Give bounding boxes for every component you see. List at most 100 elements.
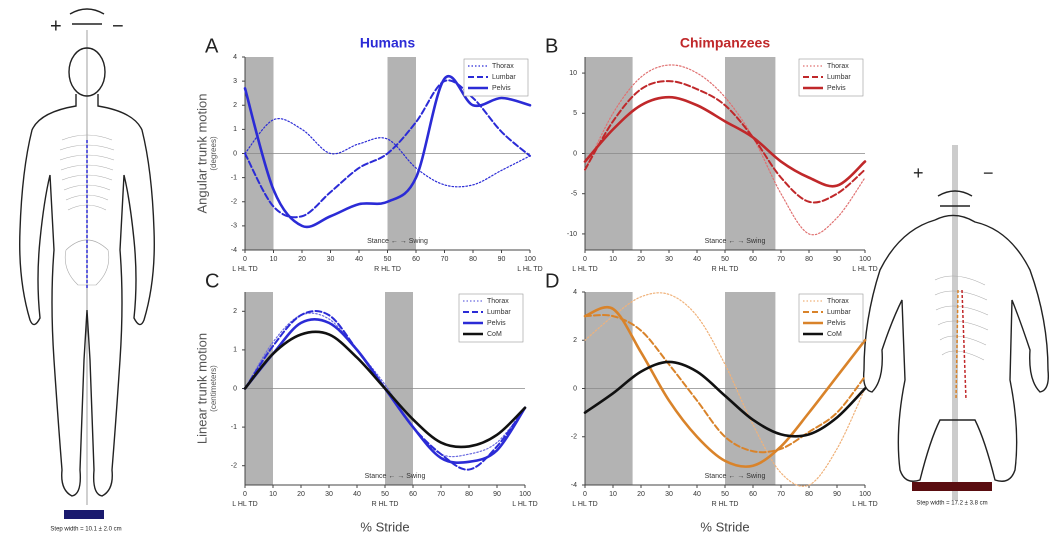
- chimp-illustration: [862, 145, 1050, 500]
- y-tick-label: -2: [571, 434, 577, 441]
- series-line: [243, 74, 532, 229]
- x-tick-label: 0: [243, 491, 247, 498]
- event-label: R HL TD: [712, 501, 739, 508]
- y-axis-title: (centimeters): [209, 365, 218, 412]
- legend-label: Lumbar: [487, 309, 511, 316]
- panel-label: A: [205, 35, 219, 57]
- event-label: L HL TD: [232, 266, 257, 273]
- y-axis-title: Angular trunk motion: [194, 94, 209, 214]
- series-line: [244, 118, 531, 188]
- y-axis-title: (degrees): [209, 136, 218, 171]
- y-tick-label: -4: [231, 247, 237, 254]
- y-axis-title: Linear trunk motion: [194, 333, 209, 444]
- legend-label: Pelvis: [487, 320, 506, 327]
- series-line: [243, 330, 527, 449]
- y-tick-label: 10: [569, 70, 577, 77]
- x-tick-label: 50: [721, 491, 729, 498]
- series-line: [584, 64, 866, 236]
- y-tick-label: 2: [573, 337, 577, 344]
- plus-sign: +: [50, 15, 62, 37]
- x-tick-label: 100: [859, 256, 871, 263]
- y-tick-label: -3: [231, 223, 237, 230]
- human-illustration: [19, 8, 155, 519]
- x-tick-label: 50: [384, 256, 392, 263]
- x-tick-label: 90: [833, 256, 841, 263]
- x-axis-title: % Stride: [700, 519, 749, 534]
- y-tick-label: 3: [233, 78, 237, 85]
- x-tick-label: 80: [805, 491, 813, 498]
- x-tick-label: 90: [833, 491, 841, 498]
- annotation: Stance ← → Swing: [705, 473, 766, 480]
- y-tick-label: 0: [573, 385, 577, 392]
- x-tick-label: 30: [325, 491, 333, 498]
- x-tick-label: 0: [243, 256, 247, 263]
- x-tick-label: 80: [465, 491, 473, 498]
- y-tick-label: -5: [571, 191, 577, 198]
- y-tick-label: 1: [233, 126, 237, 133]
- legend-label: Lumbar: [492, 74, 516, 81]
- event-label: L HL TD: [572, 266, 597, 273]
- series-line: [583, 306, 867, 468]
- x-tick-label: 20: [637, 491, 645, 498]
- event-label: R HL TD: [712, 266, 739, 273]
- legend-box: [463, 58, 529, 97]
- x-axis-title: % Stride: [360, 519, 409, 534]
- x-tick-label: 70: [777, 491, 785, 498]
- panel-label: C: [205, 270, 219, 292]
- series-line: [583, 95, 867, 188]
- y-tick-label: 4: [233, 54, 237, 61]
- y-tick-label: -1: [231, 424, 237, 431]
- event-label: R HL TD: [374, 266, 401, 273]
- x-tick-label: 20: [298, 256, 306, 263]
- series-line: [584, 80, 866, 204]
- x-tick-label: 70: [437, 491, 445, 498]
- x-tick-label: 100: [524, 256, 536, 263]
- panel-label: D: [545, 270, 559, 292]
- scale-label: Step width = 17.2 ± 3.8 cm: [916, 501, 987, 507]
- event-label: L HL TD: [512, 501, 537, 508]
- x-tick-label: 40: [693, 256, 701, 263]
- y-tick-label: -2: [231, 463, 237, 470]
- y-tick-label: 0: [233, 385, 237, 392]
- x-tick-label: 70: [441, 256, 449, 263]
- x-tick-label: 0: [583, 491, 587, 498]
- x-tick-label: 50: [721, 256, 729, 263]
- x-tick-label: 10: [269, 491, 277, 498]
- minus-sign: −: [112, 15, 124, 37]
- x-tick-label: 20: [637, 256, 645, 263]
- x-tick-label: 30: [327, 256, 335, 263]
- x-tick-label: 90: [493, 491, 501, 498]
- annotation: Stance ← → Swing: [705, 238, 766, 245]
- x-tick-label: 10: [609, 491, 617, 498]
- legend-label: Thorax: [827, 298, 849, 305]
- series-line: [244, 310, 526, 471]
- x-tick-label: 10: [609, 256, 617, 263]
- series-line: [583, 360, 867, 438]
- y-tick-label: -4: [571, 482, 577, 489]
- x-tick-label: 0: [583, 256, 587, 263]
- x-tick-label: 100: [859, 491, 871, 498]
- y-tick-label: 0: [573, 150, 577, 157]
- y-tick-label: 2: [233, 102, 237, 109]
- x-tick-label: 10: [270, 256, 278, 263]
- x-tick-label: 30: [665, 256, 673, 263]
- x-tick-label: 60: [749, 256, 757, 263]
- legend-label: Lumbar: [827, 309, 851, 316]
- event-label: L HL TD: [517, 266, 542, 273]
- y-tick-label: -2: [231, 199, 237, 206]
- event-label: L HL TD: [572, 501, 597, 508]
- series-line: [584, 292, 866, 487]
- event-label: L HL TD: [852, 266, 877, 273]
- annotation: Stance ← → Swing: [367, 238, 428, 245]
- event-label: L HL TD: [232, 501, 257, 508]
- x-tick-label: 70: [777, 256, 785, 263]
- series-line: [584, 314, 866, 454]
- x-tick-label: 40: [693, 491, 701, 498]
- event-label: L HL TD: [852, 501, 877, 508]
- x-tick-label: 80: [469, 256, 477, 263]
- legend-label: Thorax: [492, 63, 514, 70]
- x-tick-label: 60: [412, 256, 420, 263]
- legend-label: Pelvis: [492, 85, 511, 92]
- x-tick-label: 80: [805, 256, 813, 263]
- x-tick-label: 20: [297, 491, 305, 498]
